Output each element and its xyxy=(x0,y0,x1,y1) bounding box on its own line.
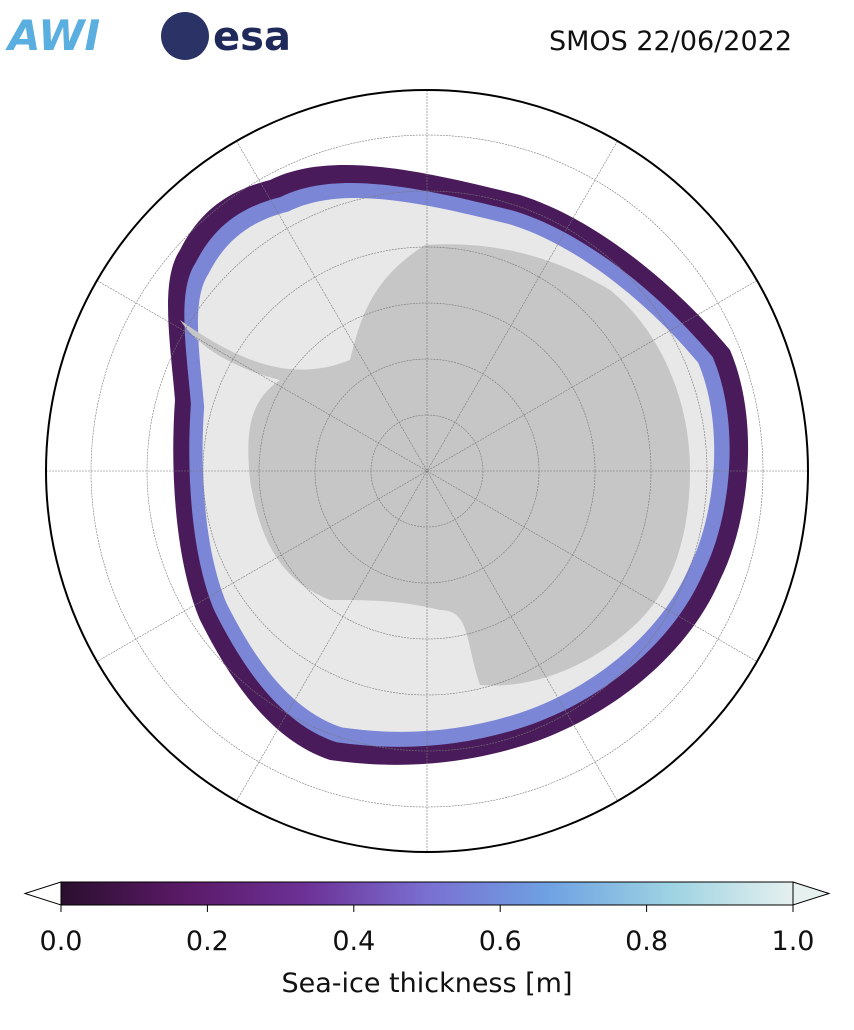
esa-logo-mark xyxy=(161,12,209,60)
map xyxy=(45,89,809,853)
esa-logo: esa xyxy=(213,14,291,60)
colorbar-tick-label: 0.8 xyxy=(625,926,668,957)
colorbar-tick-label: 0.4 xyxy=(332,926,375,957)
colorbar-extend-low xyxy=(23,881,62,906)
map-boundary xyxy=(45,89,809,853)
colorbar-tick-label: 1.0 xyxy=(772,926,815,957)
colorbar-tick-label: 0.6 xyxy=(479,926,522,957)
colorbar-tick-label: 0.2 xyxy=(186,926,229,957)
colorbar-label: Sea-ice thickness [m] xyxy=(281,968,572,999)
colorbar-extend-high xyxy=(792,881,831,906)
antarctica xyxy=(180,244,690,686)
title: SMOS 22/06/2022 xyxy=(549,26,792,57)
meridian xyxy=(96,280,758,662)
colorbar-bar xyxy=(60,881,794,906)
awi-logo: AWI xyxy=(5,11,100,60)
colorbar: 0.0 0.2 0.4 0.6 0.8 1.0 xyxy=(23,881,831,957)
colorbar-tick-label: 0.0 xyxy=(40,926,83,957)
graticule xyxy=(46,90,808,852)
